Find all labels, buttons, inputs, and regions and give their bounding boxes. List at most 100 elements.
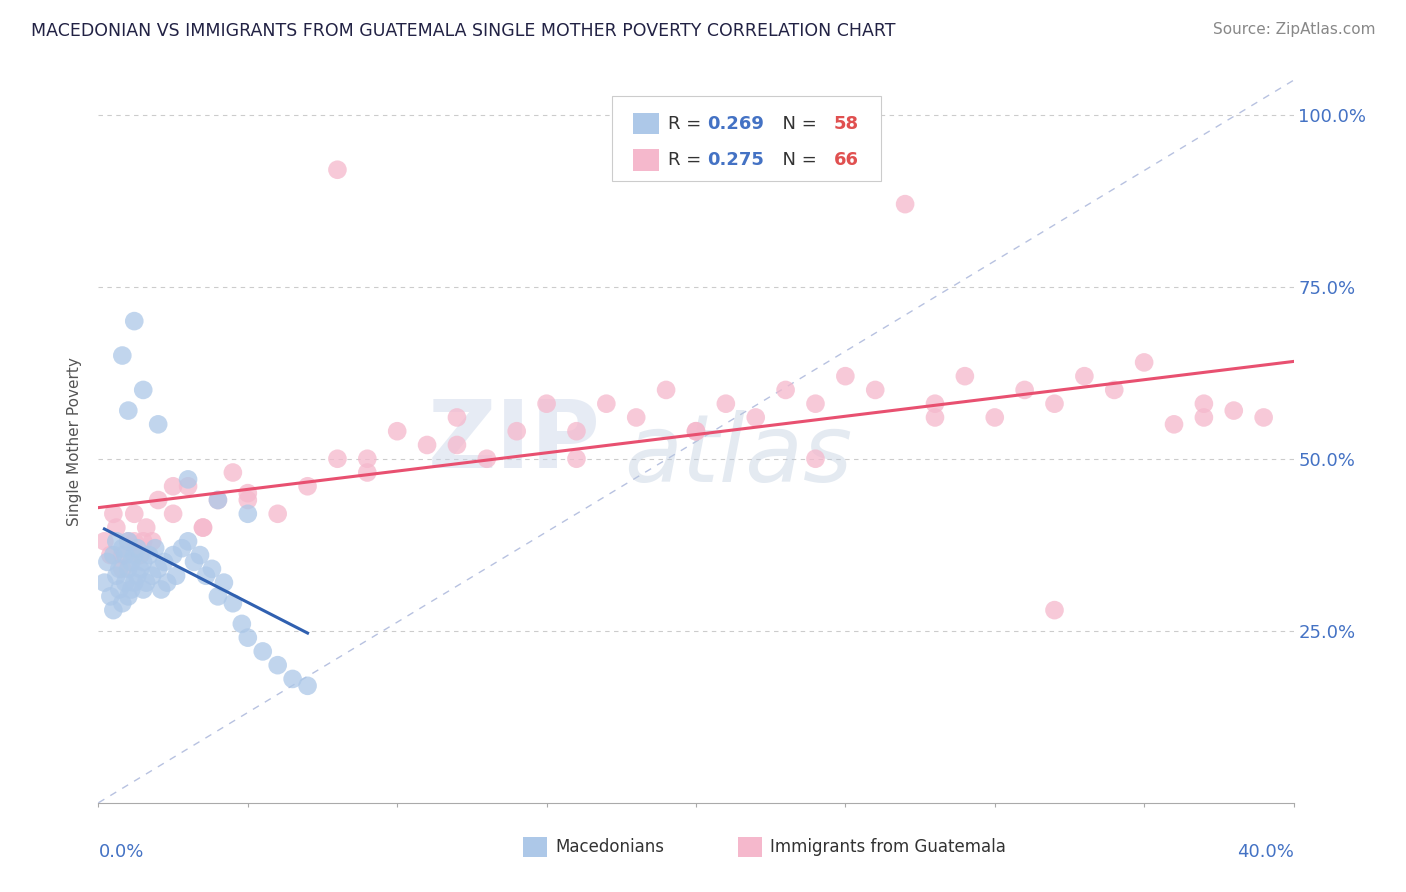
Point (103, 603, 125, 617)
Point (132, 582, 155, 597)
Point (1014, 383, 1036, 397)
Point (132, 534, 155, 549)
Point (114, 548, 136, 562)
Point (156, 575, 179, 590)
Point (129, 562, 152, 576)
Point (924, 410, 946, 425)
Point (1223, 403, 1246, 417)
Point (127, 568, 149, 582)
Point (1043, 397, 1066, 411)
Point (385, 424, 409, 438)
Point (626, 410, 648, 425)
Bar (523, 837, 547, 857)
FancyBboxPatch shape (613, 96, 882, 181)
Point (114, 575, 136, 590)
Point (506, 424, 529, 438)
Point (132, 383, 155, 397)
Point (135, 520, 157, 534)
Point (1073, 369, 1095, 384)
Point (207, 493, 229, 508)
Point (326, 451, 349, 466)
Point (655, 383, 678, 397)
Point (105, 568, 128, 582)
Point (117, 590, 139, 604)
Point (148, 417, 170, 432)
Point (98, 590, 122, 604)
Point (565, 451, 588, 466)
Bar (633, 149, 659, 170)
Point (865, 383, 887, 397)
Point (183, 555, 205, 569)
Point (141, 568, 163, 582)
Point (105, 534, 128, 549)
Text: 0.0%: 0.0% (98, 843, 143, 861)
Point (281, 672, 304, 686)
Point (148, 493, 170, 508)
Point (148, 562, 170, 576)
Point (1043, 603, 1066, 617)
Point (231, 616, 253, 631)
Point (143, 541, 166, 556)
Point (135, 575, 157, 590)
Point (150, 582, 173, 597)
Point (124, 575, 146, 590)
Point (117, 403, 139, 417)
Text: MACEDONIAN VS IMMIGRANTS FROM GUATEMALA SINGLE MOTHER POVERTY CORRELATION CHART: MACEDONIAN VS IMMIGRANTS FROM GUATEMALA … (31, 22, 896, 40)
Point (153, 555, 176, 569)
Text: R =: R = (668, 115, 707, 133)
Point (177, 479, 200, 493)
Point (103, 507, 125, 521)
Point (124, 548, 146, 562)
Text: 66: 66 (834, 151, 859, 169)
Text: 40.0%: 40.0% (1237, 843, 1294, 861)
Point (222, 596, 245, 610)
Point (93, 575, 115, 590)
Point (1253, 410, 1275, 425)
Point (105, 520, 128, 534)
Point (191, 520, 214, 534)
Point (108, 562, 131, 576)
Point (685, 424, 707, 438)
Point (212, 575, 235, 590)
Bar (633, 112, 659, 135)
Point (236, 486, 259, 500)
Point (356, 451, 378, 466)
Point (685, 424, 707, 438)
Point (804, 397, 827, 411)
Point (188, 548, 211, 562)
Point (267, 507, 290, 521)
Text: 0.275: 0.275 (707, 151, 763, 169)
Text: N =: N = (772, 115, 823, 133)
Text: atlas: atlas (624, 410, 852, 501)
Point (236, 493, 259, 508)
Point (124, 314, 146, 328)
Text: 0.269: 0.269 (707, 115, 763, 133)
Point (162, 507, 184, 521)
Text: 58: 58 (834, 115, 859, 133)
Point (924, 397, 946, 411)
Text: Macedonians: Macedonians (555, 838, 664, 855)
Point (117, 534, 139, 549)
Point (1133, 355, 1156, 369)
Point (804, 451, 827, 466)
Y-axis label: Single Mother Poverty: Single Mother Poverty (67, 357, 83, 526)
Point (98, 548, 122, 562)
Point (111, 562, 134, 576)
Point (267, 658, 290, 673)
Point (1163, 417, 1185, 432)
Point (297, 479, 319, 493)
Text: Immigrants from Guatemala: Immigrants from Guatemala (770, 838, 1005, 855)
Point (141, 534, 163, 549)
Point (132, 555, 155, 569)
Point (356, 466, 378, 480)
Point (834, 369, 856, 384)
Point (117, 562, 139, 576)
Point (894, 197, 917, 211)
Point (129, 548, 152, 562)
Text: ZIP: ZIP (427, 395, 600, 488)
Point (984, 410, 1007, 425)
Point (96, 555, 118, 569)
Point (165, 568, 187, 582)
Point (177, 534, 200, 549)
Point (595, 397, 617, 411)
